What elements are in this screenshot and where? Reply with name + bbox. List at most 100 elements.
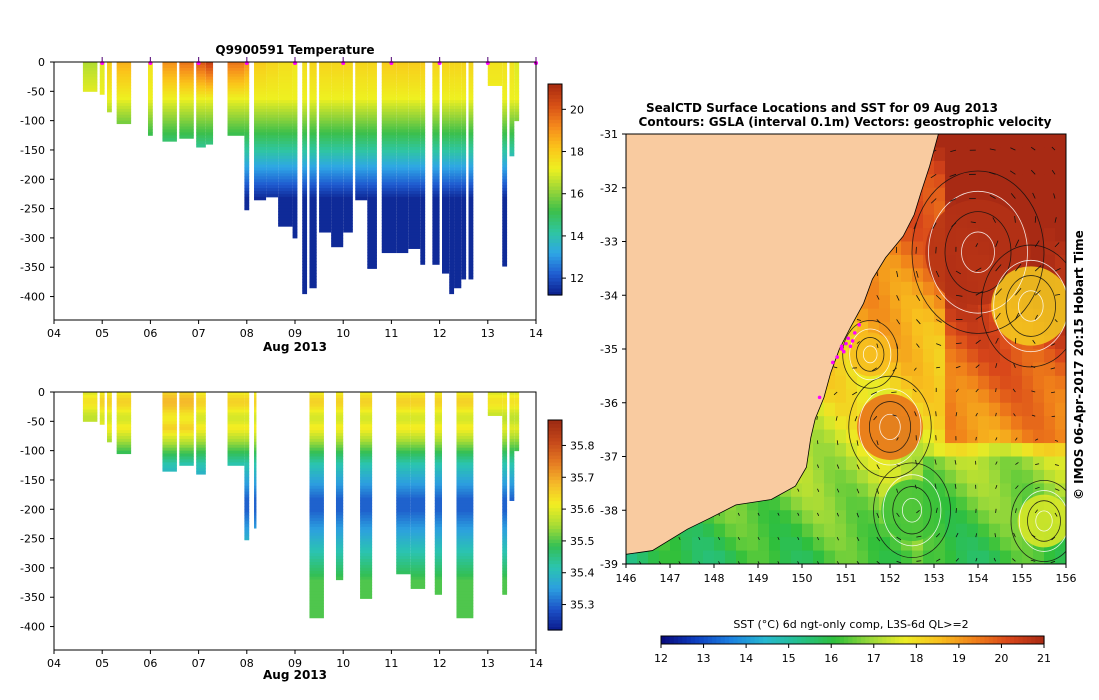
sst-cell: [1011, 443, 1023, 458]
sst-cell: [923, 335, 935, 350]
velocity-vector: [993, 557, 996, 562]
profile-bar: [514, 62, 520, 122]
velocity-vector: [995, 508, 997, 513]
sst-cell: [813, 416, 825, 431]
velocity-vector: [698, 536, 701, 540]
sst-cell: [813, 496, 825, 511]
sst-cell: [967, 187, 979, 202]
profile-bar: [355, 62, 368, 201]
sst-cell: [901, 389, 913, 404]
profile-bar: [343, 62, 353, 233]
velocity-vector: [871, 391, 877, 396]
velocity-vector: [995, 337, 999, 344]
sst-cell: [637, 550, 649, 564]
sst-cell: [934, 375, 946, 390]
sst-cell: [736, 510, 748, 525]
gsla-contour: [858, 388, 922, 466]
sst-cell: [1055, 349, 1066, 364]
sst-cell: [978, 537, 990, 552]
velocity-vector: [1054, 488, 1060, 491]
colorbar-cell: [548, 87, 562, 92]
sst-cell: [945, 402, 957, 417]
velocity-vector: [1051, 343, 1056, 346]
sst-cell: [780, 496, 792, 511]
sst-cell: [956, 496, 968, 511]
profile-bar: [254, 392, 257, 529]
colorbar-cell: [988, 636, 994, 644]
sst-cell: [780, 537, 792, 552]
sst-cell: [901, 537, 913, 552]
sst-cell: [857, 456, 869, 471]
colorbar-cell: [767, 636, 773, 644]
colorbar-cell: [548, 101, 562, 106]
velocity-vector: [955, 532, 959, 538]
track-point: [839, 344, 844, 349]
colorbar-cell: [720, 636, 726, 644]
salinity-colorbar: 35.3 35.4 35.5 35.6 35.7 35.8: [547, 419, 595, 631]
colorbar-cell: [886, 636, 892, 644]
colorbar-cell: [963, 636, 968, 644]
velocity-vector: [995, 437, 998, 441]
velocity-vector: [1013, 363, 1016, 368]
sst-cell: [934, 537, 946, 552]
sst-cell: [1044, 443, 1056, 458]
colorbar-cell: [548, 567, 562, 572]
x-tick-label: 11: [384, 657, 398, 670]
velocity-vector: [817, 512, 820, 517]
sst-cell: [912, 537, 924, 552]
velocity-vector: [975, 436, 977, 441]
sst-cell: [934, 281, 946, 296]
sst-cell: [1000, 134, 1012, 149]
colorbar-cell: [548, 612, 562, 617]
profile-bar: [179, 62, 194, 139]
profile-bar: [502, 392, 508, 595]
sst-cell: [747, 496, 759, 511]
colorbar-cell: [548, 560, 562, 565]
colorbar-cell: [958, 636, 964, 644]
sst-cell: [1011, 416, 1023, 431]
x-tick-label: 06: [143, 327, 157, 340]
sst-cell: [956, 537, 968, 552]
velocity-vector: [1034, 509, 1038, 514]
velocity-vector: [934, 459, 937, 465]
colorbar-cell: [548, 483, 562, 488]
colorbar-cell: [661, 636, 666, 644]
profile-bar: [244, 62, 250, 211]
velocity-vector: [916, 295, 921, 302]
sst-cell: [989, 174, 1001, 189]
map-subtitle: Contours: GSLA (interval 0.1m) Vectors: …: [639, 115, 1052, 129]
colorbar-cell: [839, 636, 845, 644]
sst-cell: [835, 523, 847, 538]
velocity-vector: [995, 312, 1001, 320]
colorbar-cell: [843, 636, 849, 644]
velocity-vector: [994, 533, 996, 538]
sst-cell: [1055, 214, 1066, 229]
x-tick-label: 13: [481, 657, 495, 670]
sst-cell: [1011, 550, 1023, 564]
sst-cell: [1055, 187, 1066, 202]
gsla-contour: [856, 337, 885, 372]
velocity-vector: [930, 173, 937, 179]
y-tick-label: -50: [27, 415, 45, 428]
colorbar-cell: [912, 636, 917, 644]
temperature-x-label: Aug 2013: [263, 340, 327, 354]
velocity-vector: [896, 437, 899, 441]
velocity-vector: [989, 171, 996, 175]
velocity-vector: [856, 512, 859, 518]
sst-cell: [1055, 241, 1066, 256]
sst-cell: [890, 550, 902, 564]
sst-cell: [945, 308, 957, 323]
sst-cell: [890, 254, 902, 269]
sst-cell: [846, 469, 858, 484]
sst-cell: [1011, 483, 1023, 498]
colorbar-cell: [665, 636, 671, 644]
sst-cell: [1033, 375, 1045, 390]
sst-cell: [835, 550, 847, 564]
sst-cell: [1000, 510, 1012, 525]
sst-cell: [989, 335, 1001, 350]
sst-cell: [758, 510, 770, 525]
colorbar-cell: [937, 636, 943, 644]
velocity-vector: [896, 464, 900, 467]
velocity-vector: [698, 561, 701, 564]
velocity-vector: [718, 561, 721, 564]
